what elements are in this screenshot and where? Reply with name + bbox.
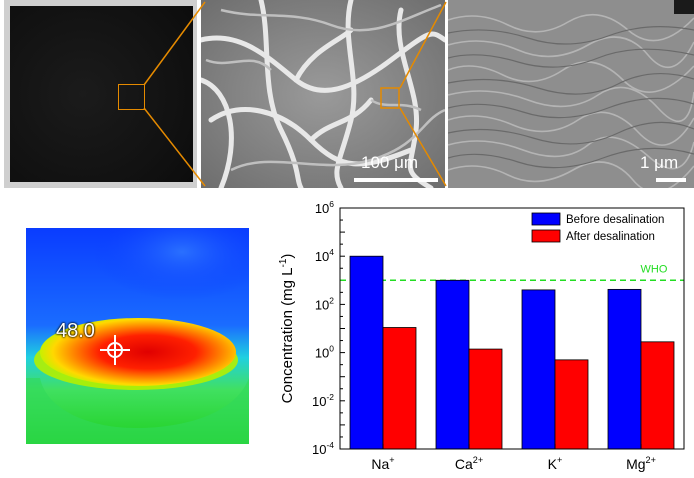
scale-label-100um: 100 μm [361,153,419,172]
crosshair-icon [100,335,130,365]
x-tick-label: Mg2+ [626,455,656,472]
x-tick-label: K+ [548,455,563,472]
y-axis-title: Concentration (mg L-1) [278,254,296,404]
y-tick-label: 100 [315,344,334,361]
who-reference: WHO [340,263,684,282]
y-tick-label: 106 [315,199,334,216]
scale-bar-100um [354,178,438,182]
thermal-map [26,228,249,444]
concentration-chart: Concentration (mg L-1) 10-4 10-2 100 102 104… [278,199,685,472]
legend: Before desalination After desalination [531,212,664,243]
x-tick-label: Ca2+ [455,455,483,472]
black-sample [10,6,193,182]
thermal-image: 48.0 [26,228,249,444]
scale-bar-1um [656,178,686,182]
bar-before-0 [349,255,384,450]
plot-frame [339,207,685,450]
bar-before-2 [521,289,556,450]
bar-before-3 [607,288,642,450]
legend-label: Before desalination [566,214,664,226]
y-axis-ticks: 10-4 10-2 100 102 104 106 [312,199,345,457]
legend-swatch [531,212,561,226]
temperature-reading: 48.0 [56,320,95,342]
y-axis-title-text: Concentration (mg L-1) [278,254,296,404]
bar-after-2 [554,359,589,450]
zoom-box-2 [380,87,400,109]
bar-before-1 [435,279,470,450]
y-tick-label: 10-4 [312,440,334,457]
y-tick-label: 10-2 [312,392,334,409]
legend-label: After desalination [566,231,655,243]
scale-label-1um: 1 μm [640,153,679,172]
legend-swatch [531,229,561,243]
x-axis-labels: Na+ Ca2+ K+ Mg2+ [371,455,656,472]
sample-photo [4,0,197,188]
zoom-box [118,84,145,110]
bar-after-3 [640,341,675,450]
bars [349,255,675,450]
sem-image-high-mag: 1 μm [448,0,694,188]
wrinkled-surface [448,0,694,188]
x-tick-label: Na+ [371,455,394,472]
who-label: WHO [641,263,668,275]
bar-after-1 [468,348,503,450]
y-tick-label: 104 [315,247,334,264]
sem-image-low-mag: 100 μm [201,0,445,188]
bar-after-0 [382,327,417,450]
y-tick-label: 102 [315,295,334,312]
